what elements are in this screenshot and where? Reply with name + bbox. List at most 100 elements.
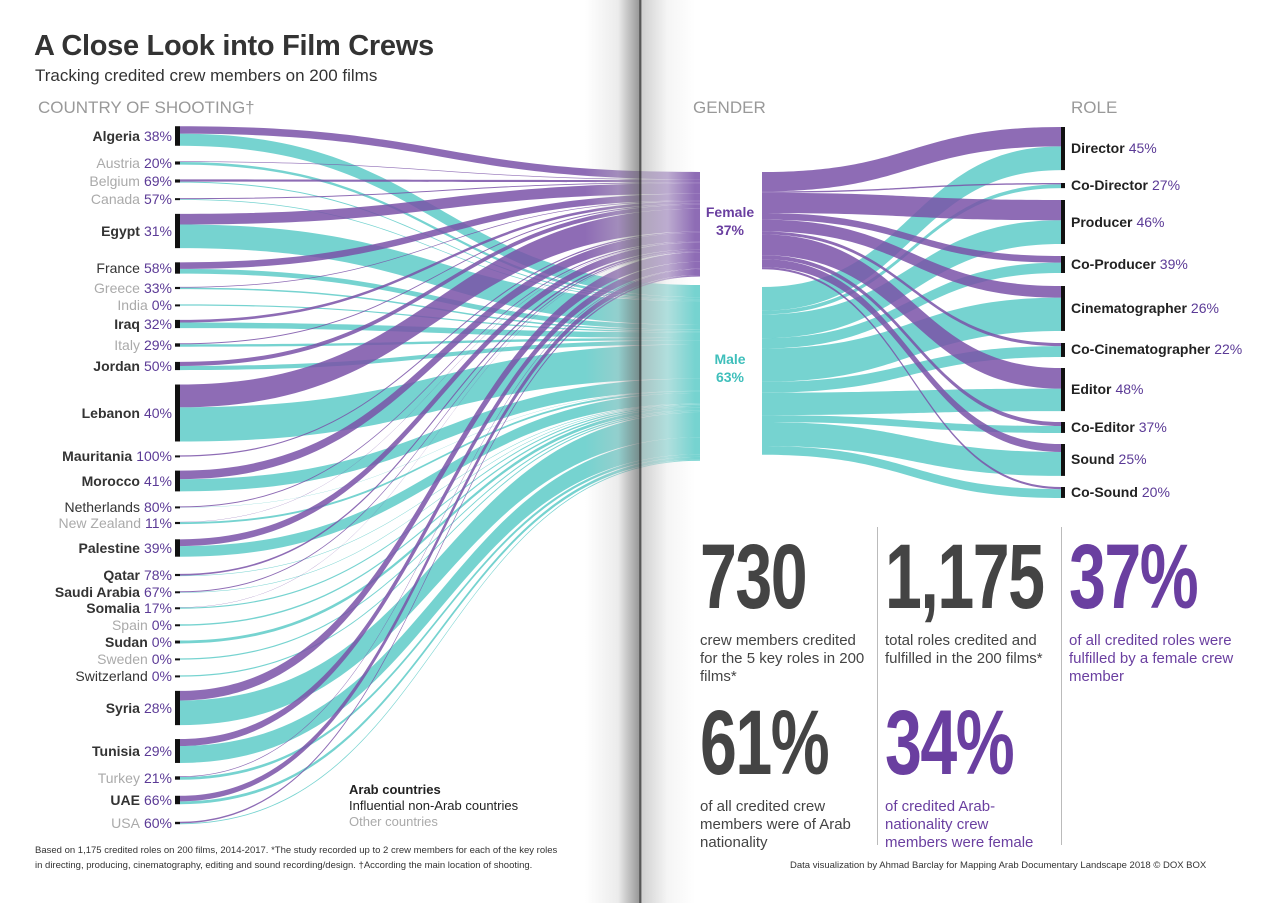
flow-female-producer [762, 192, 1061, 221]
country-label: Austria 20% [96, 154, 172, 171]
flow-female-new-zealand [180, 242, 700, 523]
flow-male-spain [180, 405, 700, 626]
footnote-line: in directing, producing, cinematography,… [35, 860, 533, 871]
country-bar [175, 675, 180, 678]
gender-pct: 63% [715, 369, 745, 385]
flow-male-director [762, 146, 1061, 311]
country-bar [175, 506, 180, 509]
role-female-pct: 25% [1118, 451, 1147, 468]
stat-crew-members: 730 crew members credited for the 5 key … [700, 524, 870, 686]
role-bar [1061, 256, 1065, 273]
stat-female-roles: 37% of all credited roles were fulfilled… [1069, 524, 1244, 686]
country-female-pct: 78% [143, 566, 172, 583]
country-female-pct: 0% [151, 616, 172, 633]
flow-male-algeria [180, 133, 700, 298]
country-label: Belgium 69% [89, 173, 172, 189]
country-label: Morocco 41% [81, 472, 172, 489]
country-bar [175, 455, 180, 458]
country-label: India 0% [117, 297, 172, 313]
country-name: Mauritania [62, 447, 133, 464]
role-name: Co-Sound [1071, 483, 1138, 500]
country-name: Somalia [86, 599, 140, 616]
gender-column-heading: GENDER [693, 98, 766, 117]
footnote: Based on 1,175 credited roles on 200 fil… [35, 843, 557, 873]
gender-name: Male [714, 351, 746, 367]
flow-female-canada [180, 182, 700, 200]
country-bar [175, 739, 180, 763]
country-bar [175, 343, 180, 347]
role-label: Editor 48% [1071, 382, 1143, 397]
country-label: Qatar 78% [103, 566, 172, 583]
flow-female-co-sound [762, 267, 1061, 490]
country-name: Palestine [78, 539, 140, 556]
country-female-pct: 66% [143, 791, 172, 808]
stat-total-roles: 1,175 total roles credited and fulfilled… [885, 524, 1050, 668]
role-female-pct: 22% [1214, 341, 1243, 358]
flow-female-turkey [180, 268, 700, 778]
flow-male-morocco [180, 378, 700, 492]
flow-female-greece [180, 200, 700, 288]
country-label: USA 60% [111, 814, 172, 831]
credit-line: Data visualization by Ahmad Barclay for … [790, 860, 1207, 871]
role-label: Co-Producer 39% [1071, 256, 1188, 272]
role-bar [1061, 487, 1065, 498]
country-female-pct: 80% [143, 498, 172, 515]
flow-female-netherlands [180, 241, 700, 508]
country-label: Italy 29% [114, 336, 172, 353]
flow-male-producer [762, 220, 1061, 339]
country-label: Algeria 38% [93, 128, 173, 144]
flow-female-iraq [180, 201, 700, 323]
role-bar [1061, 444, 1065, 476]
country-name: Lebanon [81, 404, 140, 421]
country-name: Sweden [97, 650, 148, 667]
role-label: Co-Cinematographer 22% [1071, 342, 1242, 357]
country-bar [175, 179, 180, 183]
role-female-pct: 46% [1136, 213, 1165, 230]
country-label: Syria 28% [106, 699, 172, 716]
flow-female-co-cinematographer [762, 231, 1061, 347]
country-bar [175, 591, 180, 594]
country-column-heading: COUNTRY OF SHOOTING† [38, 98, 255, 117]
country-label: Netherlands 80% [64, 498, 172, 515]
stat-value: 37% [1069, 526, 1199, 628]
country-label: Sudan 0% [104, 633, 172, 650]
country-bar [175, 304, 180, 307]
country-name: Morocco [81, 472, 140, 489]
country-name: USA [111, 814, 140, 831]
page-subtitle: Tracking credited crew members on 200 fi… [35, 66, 378, 85]
legend-arab: Arab countries [349, 782, 441, 797]
stat-text: crew members credited for the 5 key role… [700, 632, 865, 685]
flow-female-cinematographer [762, 219, 1061, 298]
country-female-pct: 57% [143, 190, 172, 207]
flow-female-somalia [180, 251, 700, 608]
country-female-pct: 28% [143, 699, 172, 716]
role-label: Co-Director 27% [1071, 178, 1180, 193]
country-name: Egypt [101, 222, 140, 239]
country-bar [175, 470, 180, 492]
country-female-pct: 21% [143, 769, 172, 786]
page-title: A Close Look into Film Crews [34, 30, 434, 62]
role-name: Co-Cinematographer [1071, 341, 1211, 358]
country-name: Sudan [104, 633, 148, 650]
role-name: Cinematographer [1071, 299, 1187, 316]
country-female-pct: 58% [143, 259, 172, 276]
country-female-pct: 20% [143, 154, 172, 171]
country-label: Somalia 17% [86, 599, 172, 616]
stat-arab-nationality: 61% of all credited crew members were of… [700, 690, 870, 852]
legend: Arab countries Influential non-Arab coun… [349, 782, 518, 830]
country-name: Italy [114, 336, 140, 353]
flow-female-director [762, 127, 1061, 192]
gender-name: Female [705, 204, 755, 220]
flow-female-jordan [180, 204, 700, 366]
country-name: Saudi Arabia [54, 583, 140, 600]
role-bar [1061, 286, 1065, 331]
flow-female-algeria [180, 126, 700, 180]
country-female-pct: 0% [151, 633, 172, 650]
role-label: Cinematographer 26% [1071, 299, 1219, 316]
country-name: Spain [111, 616, 148, 633]
country-name: Canada [90, 190, 140, 207]
country-bar [175, 319, 180, 329]
country-name: Austria [96, 154, 140, 171]
flow-male-canada [180, 199, 700, 302]
